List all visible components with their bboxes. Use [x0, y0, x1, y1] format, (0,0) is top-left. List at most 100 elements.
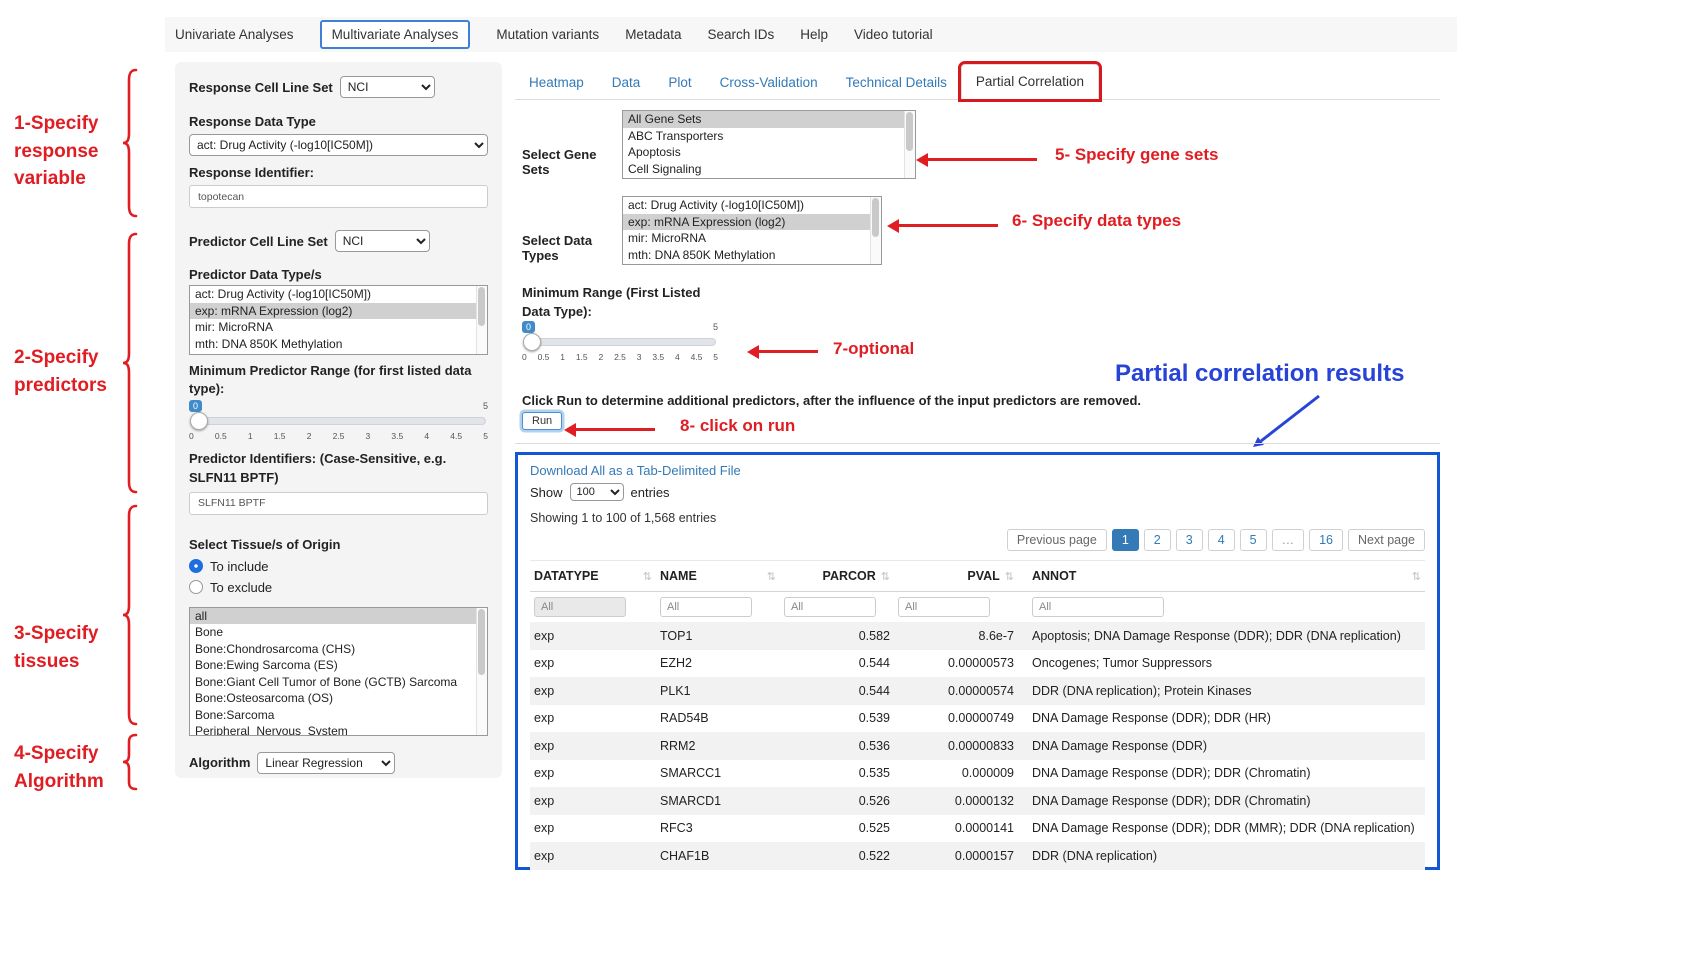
listbox-option[interactable]: mth: DNA 850K Methylation	[623, 247, 881, 264]
table-row[interactable]: exp TOP1 0.582 8.6e-7 Apoptosis; DNA Dam…	[530, 622, 1425, 650]
listbox-option[interactable]: ABC Transporters	[623, 128, 915, 145]
predictor-cell-line-set-select[interactable]: NCI	[335, 230, 430, 252]
filter-pval-input[interactable]	[898, 597, 990, 617]
table-row[interactable]: exp CHAF1B 0.522 0.0000157 DDR (DNA repl…	[530, 842, 1425, 870]
algorithm-select[interactable]: Linear Regression	[257, 752, 395, 774]
scrollbar-thumb[interactable]	[872, 198, 879, 237]
listbox-option[interactable]: Apoptosis	[623, 144, 915, 161]
listbox-option[interactable]: mir: MicroRNA	[623, 230, 881, 247]
scrollbar[interactable]	[476, 608, 487, 735]
sort-icon[interactable]: ⇅	[767, 570, 776, 583]
slider-track[interactable]	[524, 338, 716, 346]
sort-icon[interactable]: ⇅	[1412, 570, 1421, 583]
listbox-option[interactable]: mth: DNA 850K Methylation	[190, 336, 487, 353]
subtab-data[interactable]: Data	[598, 66, 655, 99]
table-row[interactable]: exp RAD54B 0.539 0.00000749 DNA Damage R…	[530, 705, 1425, 733]
cell-parcor: 0.522	[780, 849, 894, 863]
listbox-option[interactable]: Peripheral_Nervous_System	[190, 723, 487, 736]
scrollbar-thumb[interactable]	[906, 112, 913, 151]
listbox-option[interactable]: Bone:Sarcoma	[190, 707, 487, 724]
table-row[interactable]: exp RFC3 0.525 0.0000141 DNA Damage Resp…	[530, 815, 1425, 843]
next-page-button[interactable]: Next page	[1348, 529, 1425, 551]
subtab-partial-correlation[interactable]: Partial Correlation	[961, 64, 1099, 99]
run-button[interactable]: Run	[522, 412, 562, 430]
sort-icon[interactable]: ⇅	[1005, 570, 1014, 583]
listbox-option-selected[interactable]: exp: mRNA Expression (log2)	[623, 214, 881, 231]
subtab-cross-validation[interactable]: Cross-Validation	[706, 66, 832, 99]
page-button-2[interactable]: 2	[1144, 529, 1171, 551]
tab-search-ids[interactable]: Search IDs	[707, 27, 774, 42]
listbox-option[interactable]: Bone:Chondrosarcoma (CHS)	[190, 641, 487, 658]
page-button-16[interactable]: 16	[1309, 529, 1343, 551]
min-range-slider[interactable]: 0 5 0 0.5 1 1.5 2 2.5 3 3.5 4 4.5 5	[522, 321, 718, 367]
tab-metadata[interactable]: Metadata	[625, 27, 681, 42]
listbox-option[interactable]: Bone	[190, 624, 487, 641]
column-header-annot[interactable]: ANNOT ⇅	[1018, 569, 1425, 583]
filter-name-input[interactable]	[660, 597, 752, 617]
scrollbar-thumb[interactable]	[478, 609, 485, 675]
predictor-data-types-listbox[interactable]: act: Drug Activity (-log10[IC50M]) exp: …	[189, 285, 488, 355]
tab-mutation-variants[interactable]: Mutation variants	[496, 27, 599, 42]
subtab-heatmap[interactable]: Heatmap	[515, 66, 598, 99]
table-row[interactable]: exp SMARCD1 0.526 0.0000132 DNA Damage R…	[530, 787, 1425, 815]
slider-handle[interactable]	[523, 333, 541, 351]
data-types-listbox[interactable]: act: Drug Activity (-log10[IC50M]) exp: …	[622, 196, 882, 265]
listbox-option-selected[interactable]: All Gene Sets	[623, 111, 915, 128]
predictor-identifiers-input[interactable]	[189, 492, 488, 515]
page-button-1[interactable]: 1	[1112, 529, 1139, 551]
scrollbar-thumb[interactable]	[478, 287, 485, 326]
slider-max-label: 5	[713, 322, 718, 332]
filter-annot-input[interactable]	[1032, 597, 1164, 617]
table-row[interactable]: exp RRM2 0.536 0.00000833 DNA Damage Res…	[530, 732, 1425, 760]
response-cell-line-set-select[interactable]: NCI	[340, 76, 435, 98]
column-header-name[interactable]: NAME ⇅	[656, 569, 780, 583]
slider-tick: 5	[483, 431, 488, 441]
slider-track[interactable]	[191, 417, 486, 425]
response-data-type-select[interactable]: act: Drug Activity (-log10[IC50M])	[189, 134, 488, 156]
tab-multivariate-analyses[interactable]: Multivariate Analyses	[320, 20, 471, 49]
listbox-option[interactable]: Bone:Giant Cell Tumor of Bone (GCTB) Sar…	[190, 674, 487, 691]
listbox-option[interactable]: Cell Signaling	[623, 161, 915, 178]
page-button-5[interactable]: 5	[1240, 529, 1267, 551]
listbox-option[interactable]: Bone:Ewing Sarcoma (ES)	[190, 657, 487, 674]
cell-parcor: 0.535	[780, 766, 894, 780]
sort-icon[interactable]: ⇅	[643, 570, 652, 583]
column-header-datatype[interactable]: DATATYPE ⇅	[530, 569, 656, 583]
scrollbar[interactable]	[904, 111, 915, 178]
response-identifier-input[interactable]	[189, 185, 488, 208]
table-row[interactable]: exp SMARCC1 0.535 0.000009 DNA Damage Re…	[530, 760, 1425, 788]
table-row[interactable]: exp EZH2 0.544 0.00000573 Oncogenes; Tum…	[530, 650, 1425, 678]
scrollbar[interactable]	[870, 197, 881, 264]
tissue-exclude-radio[interactable]: To exclude	[189, 580, 488, 595]
sort-icon[interactable]: ⇅	[881, 570, 890, 583]
subtab-plot[interactable]: Plot	[654, 66, 705, 99]
page-size-select[interactable]: 100	[570, 483, 624, 501]
listbox-option[interactable]: act: Drug Activity (-log10[IC50M])	[190, 286, 487, 303]
column-header-pval[interactable]: PVAL ⇅	[894, 569, 1018, 583]
previous-page-button[interactable]: Previous page	[1007, 529, 1107, 551]
tissue-include-radio[interactable]: To include	[189, 559, 488, 574]
min-predictor-range-slider[interactable]: 0 5 0 0.5 1 1.5 2 2.5 3 3.5 4 4.5 5	[189, 400, 488, 446]
listbox-option-selected[interactable]: all	[190, 608, 487, 625]
tissue-listbox[interactable]: all Bone Bone:Chondrosarcoma (CHS) Bone:…	[189, 607, 488, 736]
data-types-label: Select Data Types	[522, 233, 622, 265]
listbox-option[interactable]: mir: MicroRNA	[190, 319, 487, 336]
filter-parcor-input[interactable]	[784, 597, 876, 617]
listbox-option-selected[interactable]: exp: mRNA Expression (log2)	[190, 303, 487, 320]
column-header-parcor[interactable]: PARCOR ⇅	[780, 569, 894, 583]
table-row[interactable]: exp PLK1 0.544 0.00000574 DDR (DNA repli…	[530, 677, 1425, 705]
subtab-technical-details[interactable]: Technical Details	[832, 66, 961, 99]
annot-text: DDR (DNA replication)	[1032, 849, 1157, 863]
tab-help[interactable]: Help	[800, 27, 828, 42]
tab-video-tutorial[interactable]: Video tutorial	[854, 27, 933, 42]
download-link[interactable]: Download All as a Tab-Delimited File	[530, 463, 741, 478]
page-button-4[interactable]: 4	[1208, 529, 1235, 551]
tab-univariate-analyses[interactable]: Univariate Analyses	[175, 27, 294, 42]
slider-handle[interactable]	[190, 412, 208, 430]
listbox-option[interactable]: Bone:Osteosarcoma (OS)	[190, 690, 487, 707]
scrollbar[interactable]	[476, 286, 487, 354]
listbox-option[interactable]: act: Drug Activity (-log10[IC50M])	[623, 197, 881, 214]
page-button-3[interactable]: 3	[1176, 529, 1203, 551]
filter-datatype-input[interactable]	[534, 597, 626, 617]
gene-sets-listbox[interactable]: All Gene Sets ABC Transporters Apoptosis…	[622, 110, 916, 179]
